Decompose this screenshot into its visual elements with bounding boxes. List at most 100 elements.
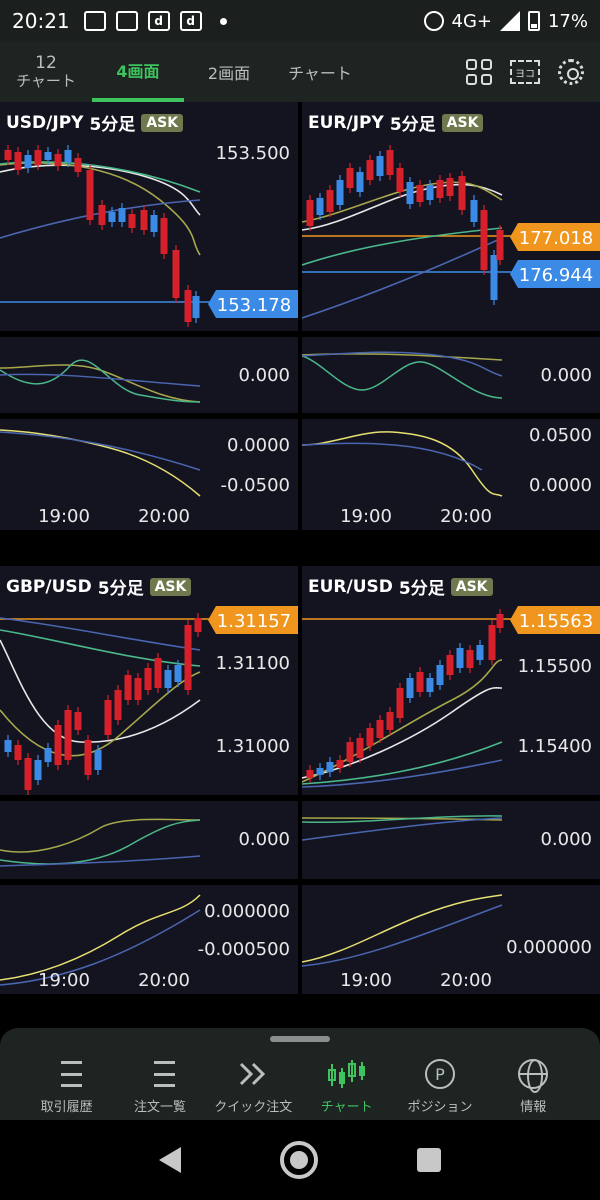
timeframe-label: 5分足 [97,579,144,599]
nav-label: ポジション [407,1100,473,1115]
timeframe-label: 5分足 [398,579,445,599]
chart-count-tab[interactable]: 12 チャート [0,42,92,102]
signal-icon [499,11,520,31]
candle [104,695,112,740]
grid-layout-icon[interactable] [466,59,492,85]
candle [144,663,152,695]
current-price: 1.31157 [217,611,291,632]
nav-quick-order[interactable]: クイック注文 [211,1058,295,1115]
ma-line-2 [302,741,503,785]
candle [44,147,52,165]
candle [376,151,384,181]
nav-order-list[interactable]: 注文一覧 [118,1058,202,1115]
candle [316,193,324,220]
ask-badge[interactable]: ASK [149,577,192,596]
nav-info[interactable]: 情報 [491,1058,575,1115]
chart-panel-gbp-usd[interactable]: GBP/USD 5分足 ASK 1.31100 1.31000 1.31157 0.000 0… [0,566,298,994]
orientation-frame-icon[interactable]: ヨコ [510,60,540,84]
candle [172,245,180,303]
gear-icon[interactable] [558,59,584,85]
chart-panel-usd-jpy[interactable]: USD/JPY 5分足 ASK 153.500 153.178 0.000 0.0000 -0… [0,102,298,530]
chart-canvas: 1.31100 1.31000 1.31157 0.000 0.000000 -0.000… [0,606,298,991]
candle [366,723,374,751]
status-bar: 20:21 d d 4G+ 17% [0,0,600,42]
tab-chart[interactable]: チャート [288,64,352,83]
nav-trade-history[interactable]: 取引履歴 [25,1058,109,1115]
candle [194,613,202,637]
candle [366,155,374,185]
candle [396,163,404,197]
candle [74,707,82,735]
candle [150,210,158,237]
candle [426,180,434,205]
candle [488,620,496,665]
drawer-handle[interactable] [270,1036,330,1042]
current-price: 153.178 [217,295,291,316]
candle [174,660,182,687]
chart-title: GBP/USD 5分足 ASK [6,574,192,599]
oscillator2-line-0 [302,894,503,963]
ma-line-1 [302,181,503,223]
nav-label: 取引履歴 [40,1100,93,1115]
image-notification-icon [83,11,106,31]
tab-4-screen[interactable]: 4画面 [92,42,184,102]
current-price: 1.15563 [519,611,593,632]
oscillator2-level: 0.000000 [204,901,290,922]
oscillator2-level: -0.000500 [198,939,290,960]
candle [470,195,478,227]
oscillator1-level: 0.000 [238,829,290,850]
ma-line-2 [0,161,201,193]
chart-panel-eur-jpy[interactable]: EUR/JPY 5分足 ASK 177.018 176.944 0.000 0.0500 0.… [302,102,600,530]
candle [356,733,364,763]
candlestick-icon [327,1058,367,1090]
tab-2-screen[interactable]: 2画面 [207,64,251,83]
ask-badge[interactable]: ASK [141,113,184,132]
candle [466,645,474,673]
candle [490,250,498,305]
time-axis-label: 19:00 [340,970,392,991]
top-tab-bar: 12 チャート 4画面 2画面 チャート ヨコ [0,42,600,102]
system-navigation [0,1120,600,1200]
oscillator1-line-1 [302,815,503,824]
candle [496,609,504,633]
candle [192,291,200,323]
price-level-label: 1.31100 [216,653,290,674]
candle [140,205,148,235]
oscillator1-line-1 [0,359,201,403]
oscillator2-line-1 [302,904,503,967]
battery-percent: 17% [547,10,588,32]
double-chevron-icon [237,1058,269,1090]
ma-line-3 [0,199,201,239]
subchart-separator [0,795,298,801]
ask-badge[interactable]: ASK [450,577,493,596]
recent-apps-icon[interactable] [416,1148,441,1172]
pair-label: EUR/JPY [308,112,384,133]
candle [396,683,404,723]
home-icon[interactable] [279,1141,318,1179]
candle [306,765,314,783]
nav-position[interactable]: P ポジション [398,1058,482,1115]
time-axis-label: 20:00 [138,970,190,991]
back-icon[interactable] [159,1147,182,1173]
time-axis-label: 19:00 [340,506,392,527]
bottom-navigation: 取引履歴 注文一覧 クイック注文 チャート [0,1028,600,1120]
subchart-separator [0,413,298,419]
candle [406,673,414,703]
candle [458,171,466,215]
oscillator1-line-1 [302,355,503,399]
bid-price-tag: 176.944 [510,260,600,288]
current-price-tag: 153.178 [208,290,298,318]
candle [54,720,62,770]
candle [164,665,172,693]
candle [14,147,22,175]
candle [84,735,92,780]
candle [24,753,32,795]
candle [446,650,454,680]
chart-panel-eur-usd[interactable]: EUR/USD 5分足 ASK 1.15500 1.15400 1.15563 0.000 0… [302,566,600,994]
ask-badge[interactable]: ASK [441,113,484,132]
candle [108,207,116,227]
oscillator2-level: 0.0000 [529,475,592,496]
nav-chart[interactable]: チャート [305,1058,389,1115]
candle [34,755,42,785]
ma-line-3 [302,759,503,788]
